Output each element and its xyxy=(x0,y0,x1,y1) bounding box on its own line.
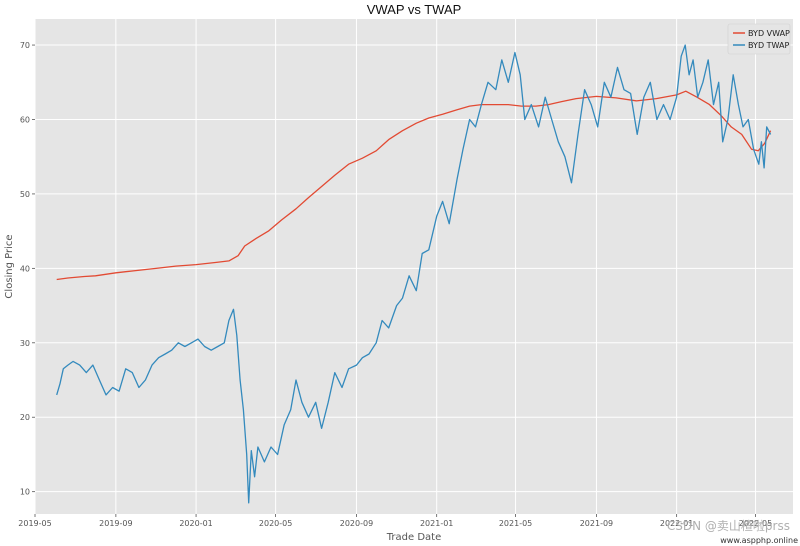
x-tick-label: 2021-05 xyxy=(499,519,532,528)
x-tick-label: 2020-09 xyxy=(340,519,373,528)
x-tick-label: 2021-01 xyxy=(420,519,453,528)
y-tick-label: 50 xyxy=(20,190,30,199)
y-tick-label: 40 xyxy=(20,264,30,273)
plot-area xyxy=(35,19,793,514)
x-tick-label: 2022-01 xyxy=(660,519,693,528)
x-tick-label: 2020-01 xyxy=(179,519,212,528)
y-tick-label: 10 xyxy=(20,488,30,497)
series-line-twap xyxy=(56,44,772,504)
x-tick-label: 2019-09 xyxy=(99,519,132,528)
legend-box xyxy=(727,23,791,55)
x-tick-label: 2019-05 xyxy=(18,519,51,528)
x-tick-label: 2020-05 xyxy=(259,519,292,528)
legend: BYD VWAP BYD TWAP xyxy=(727,23,791,55)
x-tick-label: 2022-05 xyxy=(739,519,772,528)
y-tick-label: 60 xyxy=(20,115,30,124)
watermark-text: CSDN @卖山楂啦prss xyxy=(667,518,790,533)
x-axis-label: Trade Date xyxy=(386,532,441,543)
series-layer xyxy=(56,44,772,504)
legend-label: BYD TWAP xyxy=(748,41,789,50)
watermark-url: www.aspphp.online xyxy=(720,536,798,545)
gridlines xyxy=(34,19,793,514)
x-tick-label: 2021-09 xyxy=(580,519,613,528)
y-tick-label: 30 xyxy=(20,339,30,348)
y-tick-label: 20 xyxy=(20,413,30,422)
y-axis-ticks: 10 20 30 40 50 60 70 xyxy=(20,41,35,497)
y-axis-label: Closing Price xyxy=(4,234,15,298)
legend-label: BYD VWAP xyxy=(748,29,790,38)
series-line-vwap xyxy=(56,90,772,281)
chart-title: VWAP vs TWAP xyxy=(367,2,462,17)
x-axis-ticks: 2019-05 2019-09 2020-01 2020-05 2020-09 2021-… xyxy=(18,514,772,528)
y-tick-label: 70 xyxy=(20,41,30,50)
